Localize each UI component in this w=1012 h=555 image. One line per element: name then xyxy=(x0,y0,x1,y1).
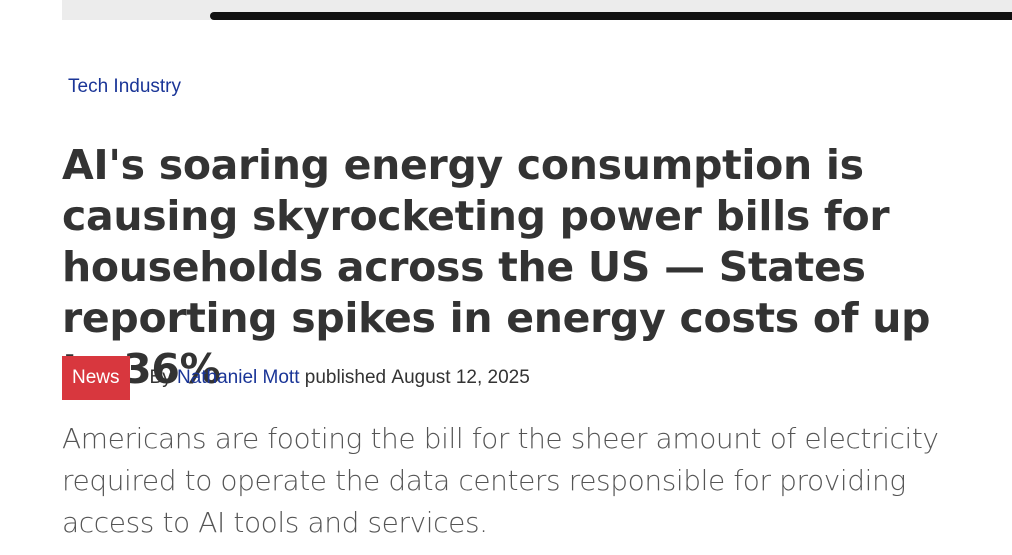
category-link[interactable]: Tech Industry xyxy=(68,76,181,97)
news-badge: News xyxy=(62,356,130,400)
byline-prefix: By xyxy=(149,367,172,388)
article-headline: AI's soaring energy consumption is causi… xyxy=(62,141,931,393)
published-prefix: published xyxy=(304,367,387,388)
byline: News By Nathaniel Mott published August … xyxy=(62,356,530,400)
reading-progress-bar xyxy=(210,12,1012,20)
author-link[interactable]: Nathaniel Mott xyxy=(176,367,300,388)
article-standfirst: Americans are footing the bill for the s… xyxy=(62,422,939,539)
published-date: August 12, 2025 xyxy=(391,367,530,388)
